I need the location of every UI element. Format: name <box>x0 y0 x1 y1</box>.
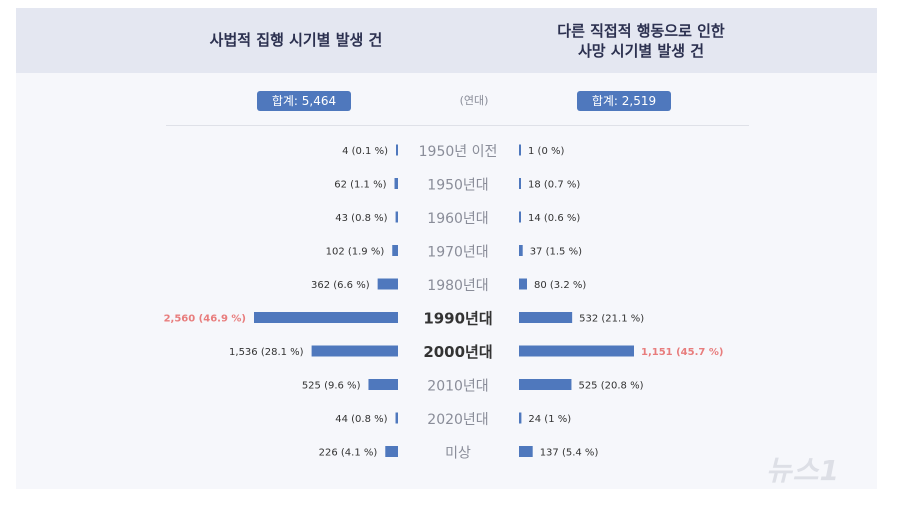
left-series-title: 사법적 집행 시기별 발생 건 <box>209 31 383 49</box>
right-bar-label: 137 (5.4 %) <box>540 448 599 459</box>
decade-label: 미상 <box>445 446 471 462</box>
right-bar <box>519 278 527 290</box>
right-bar <box>519 379 572 390</box>
right-bar-label: 37 (1.5 %) <box>530 247 582 258</box>
left-bar <box>254 312 398 323</box>
left-bar <box>311 345 398 357</box>
left-total-badge: 합계: 5,464 <box>257 91 351 111</box>
left-bar-label: 102 (1.9 %) <box>326 247 385 258</box>
left-bar-label: 62 (1.1 %) <box>334 180 386 191</box>
right-bar-label: 1 (0 %) <box>528 146 564 157</box>
left-bar <box>385 446 398 457</box>
decade-label: 2000년대 <box>423 343 492 361</box>
right-title-line-2: 사망 시기별 발생 건 <box>577 42 705 60</box>
decade-label: 1970년대 <box>427 245 488 261</box>
right-bar <box>519 412 522 424</box>
left-bar <box>395 211 398 223</box>
left-bar <box>396 144 398 156</box>
right-bar-label: 14 (0.6 %) <box>528 213 580 224</box>
right-bar <box>519 178 521 189</box>
left-bar <box>377 278 398 290</box>
news1-watermark-logo: 뉴스1 <box>766 454 841 487</box>
right-bar <box>519 144 521 156</box>
chart-panel: 사법적 집행 시기별 발생 건 다른 직접적 행동으로 인한 사망 시기별 발생… <box>16 8 877 489</box>
header-divider <box>166 125 749 126</box>
left-bar-label: 2,560 (46.9 %) <box>164 314 246 325</box>
left-bar <box>392 245 398 256</box>
decade-label: 1950년 이전 <box>419 144 498 160</box>
left-bar <box>368 379 398 390</box>
decade-label: 1980년대 <box>427 278 488 294</box>
right-total-badge: 합계: 2,519 <box>577 91 671 111</box>
left-bar <box>394 178 398 189</box>
left-bar-label: 43 (0.8 %) <box>335 213 387 224</box>
decade-label: 1950년대 <box>427 178 488 194</box>
right-bar-label: 1,151 (45.7 %) <box>641 347 723 358</box>
right-bar <box>519 446 533 457</box>
right-series-title: 다른 직접적 행동으로 인한 사망 시기별 발생 건 <box>466 21 816 61</box>
left-bar-label: 525 (9.6 %) <box>302 381 361 392</box>
decade-label: 2020년대 <box>427 412 488 428</box>
right-bar-label: 80 (3.2 %) <box>534 280 586 291</box>
right-bar <box>519 211 521 223</box>
right-bar <box>519 245 523 256</box>
right-bar-label: 525 (20.8 %) <box>578 381 643 392</box>
right-bar-label: 18 (0.7 %) <box>528 180 580 191</box>
left-bar <box>395 412 398 424</box>
left-bar-label: 1,536 (28.1 %) <box>229 347 304 358</box>
decade-label: 1990년대 <box>423 310 492 328</box>
right-title-line-1: 다른 직접적 행동으로 인한 <box>557 22 725 40</box>
left-bar-label: 226 (4.1 %) <box>319 448 378 459</box>
right-bar-label: 532 (21.1 %) <box>579 314 644 325</box>
left-bar-label: 4 (0.1 %) <box>342 146 388 157</box>
decade-column-header: (연대) <box>459 94 489 107</box>
chart-header: 사법적 집행 시기별 발생 건 다른 직접적 행동으로 인한 사망 시기별 발생… <box>16 8 877 73</box>
right-bar <box>519 312 573 323</box>
left-bar-label: 44 (0.8 %) <box>335 414 387 425</box>
right-bar <box>519 345 634 357</box>
decade-label: 2010년대 <box>427 379 488 395</box>
left-bar-label: 362 (6.6 %) <box>311 280 370 291</box>
right-bar-label: 24 (1 %) <box>528 414 571 425</box>
decade-label: 1960년대 <box>427 211 488 227</box>
